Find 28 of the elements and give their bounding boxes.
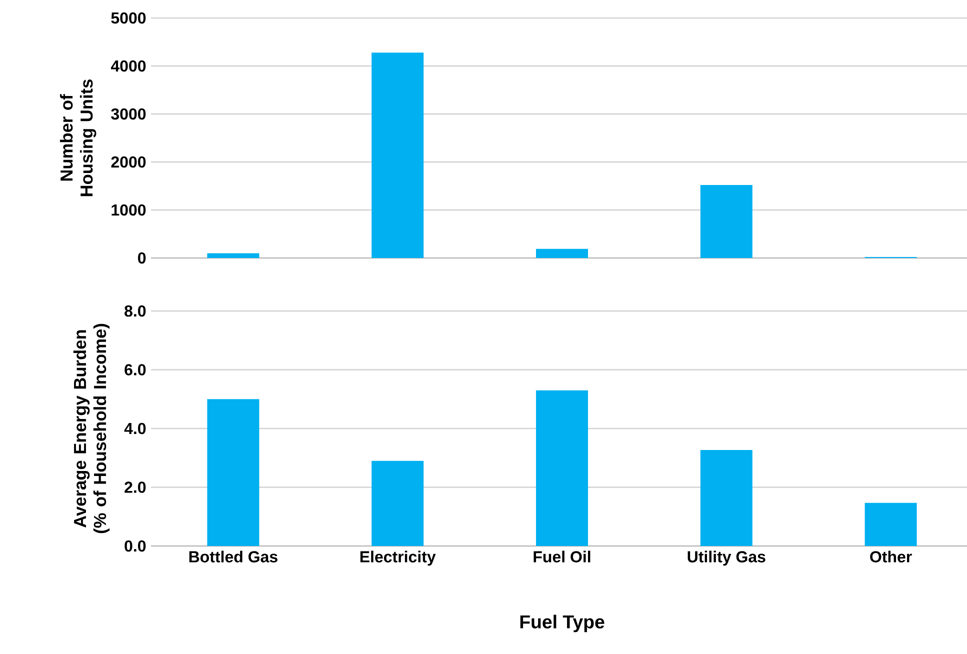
x-tick-label: Utility Gas — [688, 550, 766, 566]
x-axis-title: Fuel Type — [520, 614, 604, 632]
bar — [536, 390, 588, 546]
y-tick-label: 2000 — [111, 156, 146, 168]
y-axis-title: Average Energy Burden (% of Household Income) — [73, 324, 110, 534]
y-tick-label: 0.0 — [124, 540, 146, 552]
bar — [536, 248, 588, 258]
y-tick-label: 3000 — [111, 108, 146, 120]
bar — [700, 185, 752, 258]
y-tick-label: 1000 — [112, 204, 146, 216]
y-tick-label: 8.0 — [124, 305, 146, 317]
y-tick-label: 4000 — [110, 60, 146, 72]
x-tick-label: Bottled Gas — [189, 550, 278, 562]
y-tick-label: 5000 — [111, 12, 146, 24]
bar — [700, 450, 752, 546]
y-tick-label: 6.0 — [124, 364, 146, 376]
x-tick-label: Fuel Oil — [534, 550, 590, 562]
x-tick-label: Other — [870, 550, 912, 562]
bar — [372, 52, 424, 258]
y-axis-title: Number of Housing Units — [60, 79, 96, 196]
bar — [207, 399, 260, 546]
bar — [372, 460, 424, 546]
bar — [207, 253, 260, 258]
y-tick-label: 0 — [138, 252, 146, 264]
x-tick-label: Electricity — [360, 550, 436, 566]
y-tick-label: 4.0 — [124, 422, 146, 434]
y-tick-label: 2.0 — [124, 482, 146, 493]
bar — [864, 502, 917, 546]
